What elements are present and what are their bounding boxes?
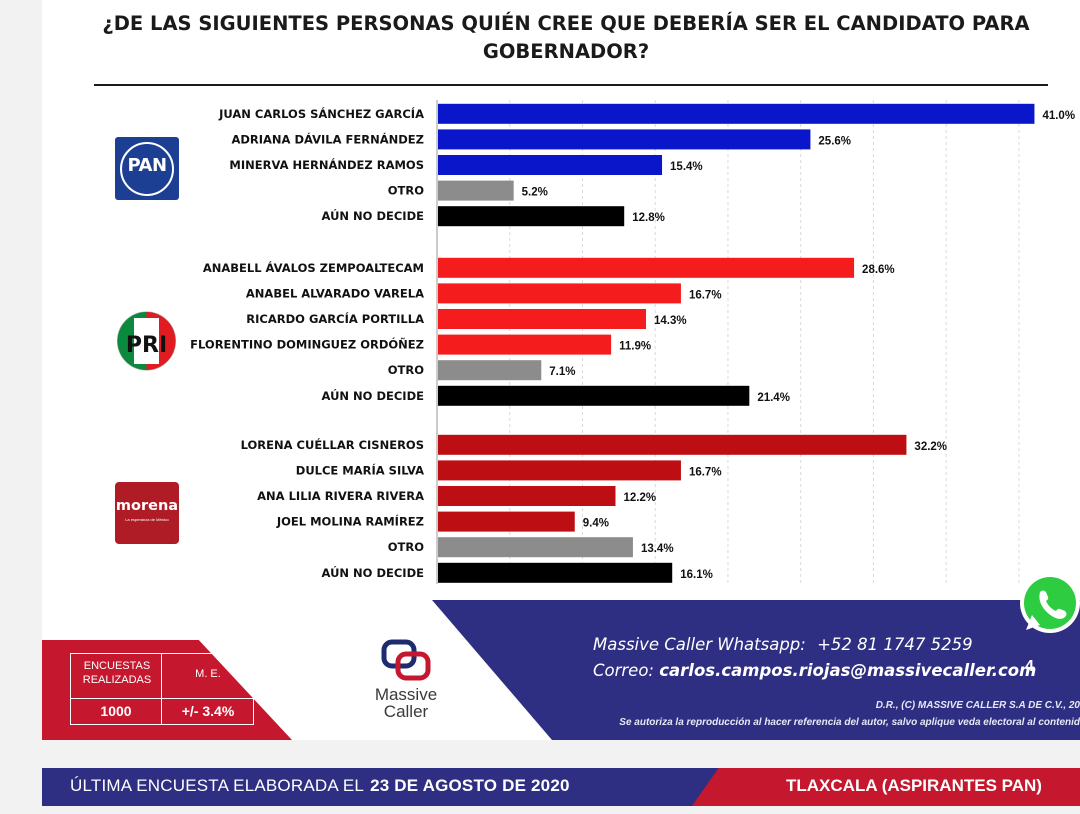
copyright-line1: D.R., (C) MASSIVE CALLER S.A DE C.V., 20 xyxy=(875,700,1080,711)
category-label: JOEL MOLINA RAMÍREZ xyxy=(276,514,424,529)
surveys-header: ENCUESTAS REALIZADAS xyxy=(82,660,152,686)
footer-region: TLAXCALA (ASPIRANTES PAN) xyxy=(786,776,1042,795)
value-label: 16.7% xyxy=(689,289,722,301)
brand-name-line1: Massive xyxy=(374,685,438,704)
category-label: DULCE MARÍA SILVA xyxy=(296,462,424,477)
category-label: ANABEL ALVARADO VARELA xyxy=(246,286,424,300)
title-divider xyxy=(94,84,1048,86)
value-label: 16.7% xyxy=(689,466,722,478)
page-number: 4 xyxy=(1025,658,1034,675)
pan-logo-text: PAN xyxy=(127,155,167,176)
morena-logo-tagline: La esperanza de México xyxy=(125,517,169,522)
email-link[interactable]: carlos.campos.riojas@massivecaller.com xyxy=(659,661,1037,680)
pan-logo-ring xyxy=(120,142,174,196)
bar xyxy=(438,180,514,201)
category-label: AÚN NO DECIDE xyxy=(322,208,425,223)
value-label: 21.4% xyxy=(757,392,790,404)
bottom-banner xyxy=(42,600,1080,740)
category-label: RICARDO GARCÍA PORTILLA xyxy=(246,311,424,326)
value-label: 28.6% xyxy=(862,264,895,276)
pan-logo: PAN xyxy=(115,137,179,200)
category-label: AÚN NO DECIDE xyxy=(322,565,425,580)
surveys-value: 1000 xyxy=(100,703,132,719)
brand-name-line2: Caller xyxy=(383,702,429,721)
value-label: 41.0% xyxy=(1042,110,1075,122)
copyright-line2: Se autoriza la reproducción al hacer ref… xyxy=(619,717,1080,728)
value-label: 7.1% xyxy=(549,366,575,378)
massive-caller-icon xyxy=(381,639,431,681)
bar xyxy=(438,434,907,455)
chart-title: ¿DE LAS SIGUIENTES PERSONAS QUIÉN CREE Q… xyxy=(102,12,1030,63)
pri-logo-text: PRI xyxy=(126,333,167,358)
whatsapp-icon[interactable] xyxy=(1012,570,1080,640)
bar xyxy=(438,385,750,406)
margin-error-value: +/- 3.4% xyxy=(181,703,235,719)
pri-logo: PRI xyxy=(114,310,179,372)
footer-date-value: 23 DE AGOSTO DE 2020 xyxy=(370,776,570,795)
category-label: LORENA CUÉLLAR CISNEROS xyxy=(241,437,424,452)
bar xyxy=(438,283,681,304)
bar xyxy=(438,103,1035,124)
bar xyxy=(438,206,625,227)
bar xyxy=(438,562,673,583)
category-label: FLORENTINO DOMINGUEZ ORDÓÑEZ xyxy=(190,337,424,352)
bar xyxy=(438,334,612,355)
whatsapp-label: Massive Caller Whatsapp: xyxy=(593,635,806,654)
category-label: AÚN NO DECIDE xyxy=(322,388,425,403)
bar xyxy=(438,511,575,532)
value-label: 14.3% xyxy=(654,315,687,327)
value-label: 12.2% xyxy=(623,492,656,504)
value-label: 11.9% xyxy=(619,341,651,353)
category-label: OTRO xyxy=(388,540,424,554)
value-label: 15.4% xyxy=(670,161,703,173)
bar xyxy=(438,309,647,329)
value-label: 9.4% xyxy=(583,518,609,530)
bar xyxy=(438,460,681,481)
category-label: ANA LILIA RIVERA RIVERA xyxy=(257,489,424,503)
value-label: 5.2% xyxy=(522,187,548,199)
category-label: ADRIANA DÁVILA FERNÁNDEZ xyxy=(231,131,424,146)
morena-logo-text: morena xyxy=(115,498,179,514)
massive-caller-logo: Massive Caller xyxy=(356,636,456,726)
email-label: Correo: xyxy=(593,661,654,680)
margin-error-header: M. E. xyxy=(195,668,221,680)
category-label: ANABELL ÁVALOS ZEMPOALTECAM xyxy=(203,260,424,275)
value-label: 25.6% xyxy=(818,135,851,147)
whatsapp-number[interactable]: +52 81 1747 5259 xyxy=(817,635,973,654)
contact-info: Massive Caller Whatsapp: +52 81 1747 525… xyxy=(593,632,1073,684)
copyright-notice: D.R., (C) MASSIVE CALLER S.A DE C.V., 20… xyxy=(556,697,1080,731)
morena-logo: morena La esperanza de México xyxy=(115,482,179,544)
bar xyxy=(438,360,542,381)
survey-stats-box: ENCUESTAS REALIZADAS M. E. 1000 +/- 3.4% xyxy=(70,653,254,725)
value-label: 16.1% xyxy=(680,569,713,581)
bar xyxy=(438,486,616,506)
bar xyxy=(438,537,633,558)
category-label: JUAN CARLOS SÁNCHEZ GARCÍA xyxy=(218,106,424,121)
category-label: OTRO xyxy=(388,363,424,377)
bar xyxy=(438,129,811,150)
bar xyxy=(438,257,855,278)
category-label: MINERVA HERNÁNDEZ RAMOS xyxy=(229,157,424,172)
footer-bar: ÚLTIMA ENCUESTA ELABORADA EL 23 DE AGOSTO… xyxy=(42,768,1080,806)
value-label: 12.8% xyxy=(632,212,665,224)
value-label: 13.4% xyxy=(641,543,674,555)
value-label: 32.2% xyxy=(914,441,947,453)
footer-date: ÚLTIMA ENCUESTA ELABORADA EL 23 DE AGOSTO… xyxy=(70,776,570,796)
category-label: OTRO xyxy=(388,184,424,198)
bar xyxy=(438,155,663,175)
footer-date-prefix: ÚLTIMA ENCUESTA ELABORADA EL xyxy=(70,776,365,795)
bar-chart: JUAN CARLOS SÁNCHEZ GARCÍA 41.0% ADRIANA D… xyxy=(190,100,1075,584)
